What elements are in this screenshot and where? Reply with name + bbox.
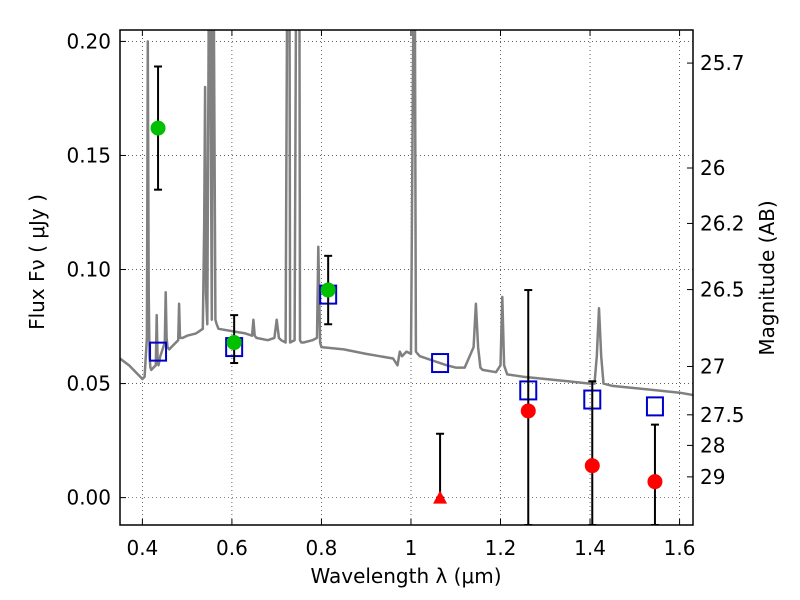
red-point: [584, 458, 600, 474]
right-tick-label: 27.5: [700, 403, 745, 427]
red-point: [520, 403, 536, 419]
grid-layer: [120, 30, 693, 525]
x-tick-label: 0.6: [216, 536, 248, 560]
green-point: [226, 335, 242, 351]
y-tick-label: 0.20: [66, 29, 111, 53]
green-point: [320, 282, 336, 298]
red-point: [647, 474, 663, 490]
right-tick-label: 26.2: [700, 211, 745, 235]
x-tick-label: 1: [405, 536, 418, 560]
model-spectrum-line: [120, 30, 693, 397]
green-point: [150, 120, 166, 136]
model-layer: [120, 30, 693, 397]
x-tick-label: 0.8: [306, 536, 338, 560]
y-tick-label: 0.10: [66, 258, 111, 282]
y-tick-label: 0.15: [66, 143, 111, 167]
model-photometry-square: [149, 341, 168, 362]
y-tick-label: 0.00: [66, 486, 111, 510]
x-tick-label: 1.6: [664, 536, 696, 560]
red-triangle: [433, 490, 448, 504]
right-tick-label: 28: [700, 433, 725, 457]
right-axis-title: Magnitude (AB): [755, 200, 779, 355]
y-tick-label: 0.05: [66, 372, 111, 396]
marker-layer: [149, 65, 664, 525]
model-photometry-square: [645, 396, 664, 417]
model-photometry-square: [431, 353, 450, 374]
x-tick-label: 1.2: [485, 536, 517, 560]
right-tick-label: 29: [700, 465, 725, 489]
right-tick-label: 25.7: [700, 51, 745, 75]
x-tick-label: 1.4: [574, 536, 606, 560]
right-tick-label: 26: [700, 156, 725, 180]
y-axis-title: Flux Fν ( μJy ): [25, 194, 49, 330]
plot-frame: [119, 29, 694, 526]
x-tick-label: 0.4: [126, 536, 158, 560]
right-tick-label: 26.5: [700, 278, 745, 302]
right-tick-label: 27: [700, 354, 725, 378]
x-axis-title: Wavelength λ (μm): [310, 564, 501, 588]
tick-layer: 0.4 0.6 0.8 1 1.2 1.4 1.6 0.00 0.05 0.10 0.15 0.20 2…: [66, 29, 744, 560]
